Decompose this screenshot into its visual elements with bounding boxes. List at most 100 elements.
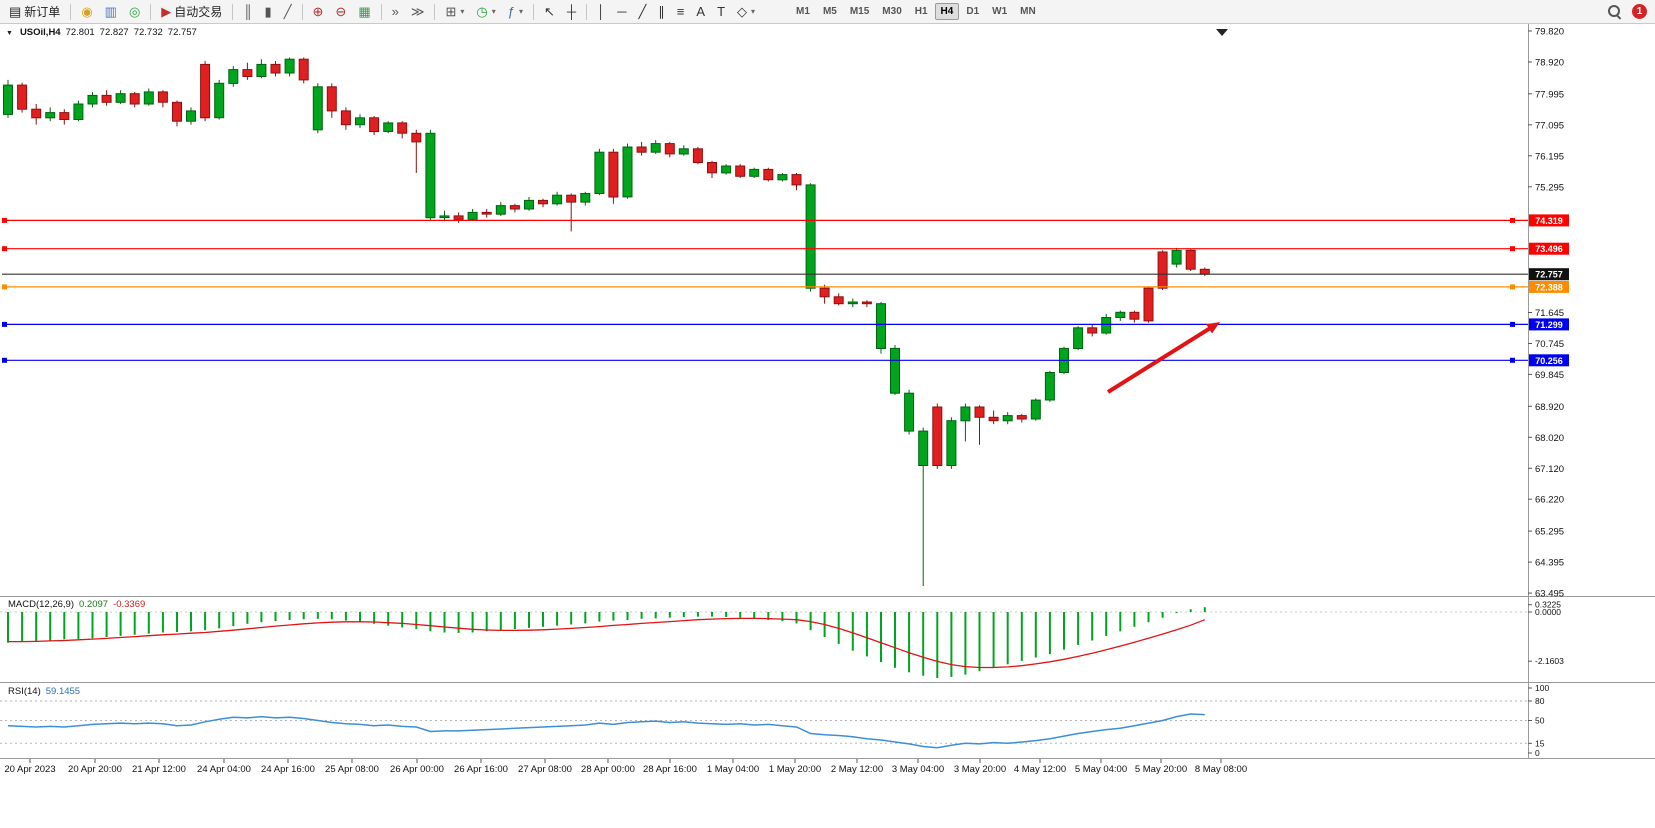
vertical-line-icon[interactable]: │ [592,3,610,21]
svg-text:78.920: 78.920 [1535,58,1564,69]
time-axis: 20 Apr 2023 20 Apr 20:00 21 Apr 12:00 24 Ap… [4,759,1247,775]
svg-text:100: 100 [1535,683,1549,693]
collapse-chart-icon[interactable]: ▼ [6,30,13,37]
line-chart-icon[interactable]: ╱ [279,3,297,21]
svg-text:15: 15 [1535,738,1545,748]
svg-text:28 Apr 16:00: 28 Apr 16:00 [643,764,697,775]
new-chart-icon: ⊞ [445,3,457,19]
svg-text:-2.1603: -2.1603 [1535,656,1564,666]
channel-icon: ∥ [658,3,665,19]
svg-text:26 Apr 00:00: 26 Apr 00:00 [390,764,444,775]
timeframe-m30[interactable]: M30 [882,6,902,17]
community-icon[interactable]: ◎ [124,3,145,21]
timeframe-h4[interactable]: H4 [934,3,960,20]
shapes-icon[interactable]: ◇ ▾ [732,3,760,21]
svg-text:75.295: 75.295 [1535,182,1564,193]
candlesticks [3,57,1210,586]
horizontal-line-icon[interactable]: ─ [612,3,631,21]
timeframe-group: M1 M5 M15 M30 H1 H4 D1 W1 MN [790,3,1042,20]
charts-window-icon[interactable]: ▥ [100,3,122,21]
svg-text:5 May 20:00: 5 May 20:00 [1135,764,1187,775]
svg-text:21 Apr 12:00: 21 Apr 12:00 [132,764,186,775]
timeframe-m5[interactable]: M5 [822,6,837,17]
profiles-icon[interactable]: ◷ ▾ [471,3,500,21]
svg-text:27 Apr 08:00: 27 Apr 08:00 [518,764,572,775]
toolbar-separator [586,3,588,20]
timeframe-m15[interactable]: M15 [849,6,870,17]
chart-shift-icon[interactable]: ≫ [406,3,430,21]
label-icon[interactable]: T [712,3,730,21]
ohlc-open: 72.801 [65,27,95,38]
svg-text:24 Apr 04:00: 24 Apr 04:00 [197,764,251,775]
timeframe-mn[interactable]: MN [1020,6,1036,17]
text-icon: A [696,3,706,19]
chart-symbol-label: ▼ USOil,H4 72.801 72.827 72.732 72.757 [6,27,197,38]
auto-scroll-icon: » [391,3,399,19]
svg-text:28 Apr 00:00: 28 Apr 00:00 [581,764,635,775]
notifications-badge[interactable]: 1 [1632,4,1647,19]
vertical-line-icon: │ [597,3,606,19]
svg-text:0.0000: 0.0000 [1535,607,1561,617]
svg-text:50: 50 [1535,716,1545,726]
dropdown-caret-icon: ▾ [460,7,465,16]
channel-icon[interactable]: ∥ [653,3,670,21]
indicators-icon[interactable]: ƒ ▾ [503,3,528,21]
svg-text:1 May 20:00: 1 May 20:00 [769,764,821,775]
tile-windows-icon[interactable]: ▦ [353,3,375,21]
zoom-in-icon[interactable]: ⊕ [308,3,329,21]
svg-text:76.195: 76.195 [1535,151,1564,162]
trendline-icon[interactable]: ╱ [633,3,651,21]
zoom-in-icon: ⊕ [312,3,324,19]
auto-trading-button[interactable]: ▶ 自动交易 [156,1,227,22]
svg-text:63.495: 63.495 [1535,589,1564,600]
timeframe-m1[interactable]: M1 [796,6,810,17]
new-order-button[interactable]: ▤ 新订单 [4,1,65,22]
auto-scroll-icon[interactable]: » [387,3,404,21]
svg-text:70.256: 70.256 [1535,356,1563,366]
svg-text:71.645: 71.645 [1535,308,1564,319]
zoom-out-icon[interactable]: ⊖ [330,3,351,21]
cursor-icon[interactable]: ↖ [539,3,560,21]
fibonacci-icon[interactable]: ≡ [672,3,690,21]
horizontal-lines[interactable] [2,217,1528,363]
timeframe-w1[interactable]: W1 [992,6,1008,17]
search-icon[interactable] [1607,4,1622,19]
rsi-name: RSI(14) [8,686,41,697]
svg-text:64.395: 64.395 [1535,558,1564,569]
toolbar-separator [434,3,436,20]
svg-text:77.095: 77.095 [1535,120,1564,131]
charts-window-icon: ▥ [104,3,117,19]
candlestick-chart-icon[interactable]: ▮ [260,3,277,21]
new-chart-icon[interactable]: ⊞ ▾ [440,3,469,21]
svg-text:65.295: 65.295 [1535,527,1564,538]
crosshair-icon[interactable]: ┼ [562,3,581,21]
rsi-panel: 100 80 50 150 [0,683,1549,758]
timeframe-h1[interactable]: H1 [914,6,928,17]
coins-icon[interactable]: ◉ [76,3,97,21]
bar-chart-icon[interactable]: ║ [238,3,257,21]
auto-trading-icon: ▶ [161,3,172,19]
bar-chart-icon: ║ [243,3,253,19]
cursor-icon: ↖ [544,3,555,19]
svg-text:74.319: 74.319 [1535,216,1563,226]
svg-text:24 Apr 16:00: 24 Apr 16:00 [261,764,315,775]
text-icon[interactable]: A [691,3,710,21]
line-chart-icon: ╱ [283,3,292,19]
svg-text:68.920: 68.920 [1535,402,1564,413]
shapes-icon: ◇ [737,3,748,19]
trend-arrow[interactable] [1106,322,1220,394]
svg-text:3 May 04:00: 3 May 04:00 [892,764,944,775]
svg-text:69.845: 69.845 [1535,370,1564,381]
ohlc-low: 72.732 [133,27,163,38]
profiles-icon: ◷ [476,3,488,19]
chart-shift-marker[interactable] [1216,29,1228,36]
new-order-icon: ▤ [9,3,22,19]
zoom-out-icon: ⊖ [335,3,347,19]
fibonacci-icon: ≡ [676,3,685,19]
svg-text:67.120: 67.120 [1535,464,1564,475]
svg-text:4 May 12:00: 4 May 12:00 [1014,764,1066,775]
dropdown-caret-icon: ▾ [518,7,523,16]
timeframe-d1[interactable]: D1 [966,6,980,17]
